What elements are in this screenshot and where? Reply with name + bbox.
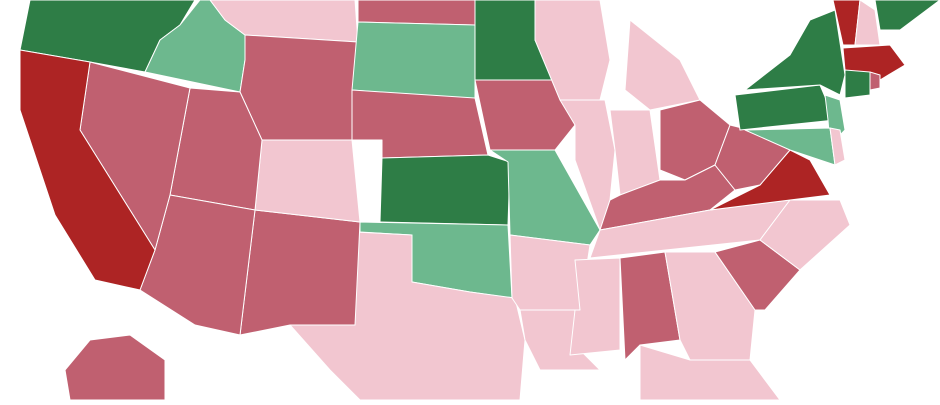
state-region <box>254 139 361 223</box>
state-region <box>734 84 836 131</box>
state-region <box>714 239 801 311</box>
state-region <box>357 0 476 26</box>
state-region <box>759 199 851 271</box>
state-region <box>474 79 576 151</box>
state-region <box>379 154 511 226</box>
state-region <box>619 251 681 361</box>
state-region <box>854 0 881 46</box>
state-region <box>64 334 166 401</box>
state-region <box>829 127 846 166</box>
state-region <box>844 69 871 99</box>
state-region <box>609 109 661 196</box>
state-region <box>874 0 940 31</box>
state-region <box>869 71 881 91</box>
state-region <box>624 19 701 111</box>
state-region <box>744 9 846 96</box>
state-region <box>19 49 156 291</box>
state-region <box>239 209 361 336</box>
state-region <box>639 344 781 401</box>
state-region <box>351 21 476 101</box>
states <box>19 0 940 401</box>
state-region <box>351 89 489 159</box>
